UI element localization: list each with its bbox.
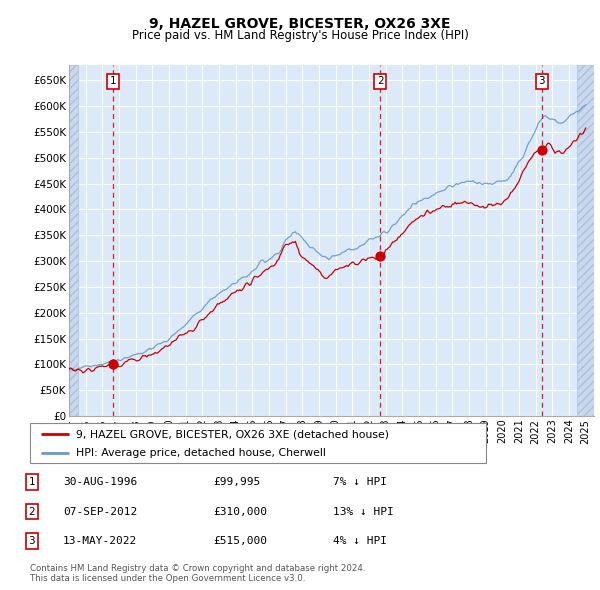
Text: 3: 3	[538, 77, 545, 86]
Text: HPI: Average price, detached house, Cherwell: HPI: Average price, detached house, Cher…	[76, 448, 325, 458]
Text: 13-MAY-2022: 13-MAY-2022	[63, 536, 137, 546]
Text: Price paid vs. HM Land Registry's House Price Index (HPI): Price paid vs. HM Land Registry's House …	[131, 30, 469, 42]
Text: Contains HM Land Registry data © Crown copyright and database right 2024.
This d: Contains HM Land Registry data © Crown c…	[30, 563, 365, 583]
Bar	[577, 65, 600, 416]
FancyBboxPatch shape	[30, 423, 486, 463]
Text: £310,000: £310,000	[213, 507, 267, 516]
Text: 9, HAZEL GROVE, BICESTER, OX26 3XE (detached house): 9, HAZEL GROVE, BICESTER, OX26 3XE (deta…	[76, 430, 389, 440]
Point	[376, 251, 385, 261]
Text: 07-SEP-2012: 07-SEP-2012	[63, 507, 137, 516]
Text: 2: 2	[377, 77, 384, 86]
Text: 30-AUG-1996: 30-AUG-1996	[63, 477, 137, 487]
Text: £515,000: £515,000	[213, 536, 267, 546]
Point	[109, 360, 118, 369]
Point	[537, 145, 547, 155]
Text: 1: 1	[28, 477, 35, 487]
Text: 9, HAZEL GROVE, BICESTER, OX26 3XE: 9, HAZEL GROVE, BICESTER, OX26 3XE	[149, 17, 451, 31]
Text: 4% ↓ HPI: 4% ↓ HPI	[333, 536, 387, 546]
Bar	[69, 65, 78, 416]
Text: 13% ↓ HPI: 13% ↓ HPI	[333, 507, 394, 516]
Text: 2: 2	[28, 507, 35, 516]
Text: 1: 1	[110, 77, 117, 86]
Text: 7% ↓ HPI: 7% ↓ HPI	[333, 477, 387, 487]
Text: 3: 3	[28, 536, 35, 546]
Text: £99,995: £99,995	[213, 477, 260, 487]
